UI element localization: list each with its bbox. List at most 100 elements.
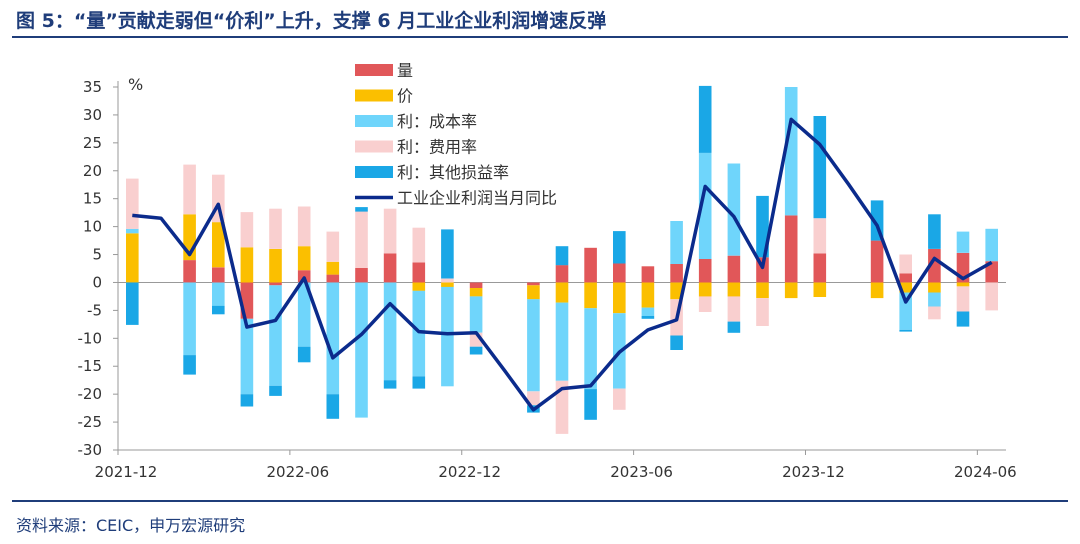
legend-label: 利：其他损益率 xyxy=(397,163,509,182)
bar-segment-price xyxy=(412,282,426,291)
y-tick-label: 25 xyxy=(83,134,102,152)
bar-segment-cost xyxy=(269,285,282,386)
bar-segment-fee xyxy=(297,206,311,247)
bar-segment-cost xyxy=(240,318,254,395)
bar-segment-cost xyxy=(584,308,597,390)
bar-segment-fee xyxy=(756,298,769,326)
bar-segment-price xyxy=(469,288,483,297)
bar-segment-vol xyxy=(555,265,569,283)
bar-segment-price xyxy=(727,282,741,297)
bar-segment-fee xyxy=(240,212,254,248)
legend-label: 价 xyxy=(397,87,413,106)
bar-segment-vol xyxy=(985,261,998,283)
bar-segment-other xyxy=(698,85,712,153)
bar-segment-price xyxy=(613,282,626,314)
bar-segment-vol xyxy=(269,282,282,286)
bar-segment-cost xyxy=(928,292,941,307)
y-axis-unit: % xyxy=(128,75,143,94)
bar-segment-cost xyxy=(412,290,426,377)
chart-area: -30 -25 -20 -15 -10 -5 0 5 10 15 20 25 30 35 % 2021-12 2… xyxy=(78,61,1017,481)
bar-segment-other xyxy=(555,246,569,266)
legend-label: 工业企业利润当月同比 xyxy=(397,189,557,208)
bar-segment-other xyxy=(383,380,397,389)
bar-segment-other xyxy=(441,229,454,279)
bar-segment-cost xyxy=(297,282,311,347)
bar-segment-price xyxy=(641,282,655,308)
bar-segment-price xyxy=(555,282,569,303)
bar-segment-fee xyxy=(412,227,426,263)
bar-segment-fee xyxy=(813,218,827,254)
bar-segment-fee xyxy=(928,306,941,320)
chart-line xyxy=(132,117,993,412)
page-title: 图 5：“量”贡献走弱但“价利”上升，支撑 6 月工业企业利润增速反弹 xyxy=(16,10,607,32)
y-tick-label: 15 xyxy=(83,190,102,208)
bar-segment-cost xyxy=(956,231,970,253)
bar-segment-cost xyxy=(784,87,798,216)
x-tick-label: 2022-12 xyxy=(438,463,501,481)
y-tick-label: -25 xyxy=(78,413,103,431)
bar-segment-cost xyxy=(727,163,741,256)
chart-bars xyxy=(126,85,998,434)
bar-segment-cost xyxy=(670,221,683,264)
bar-segment-other xyxy=(326,394,340,419)
source-note: 资料来源：CEIC，申万宏源研究 xyxy=(16,516,246,535)
bar-segment-vol xyxy=(527,282,540,286)
bar-segment-fee xyxy=(698,296,712,312)
bar-segment-other xyxy=(212,305,225,315)
bar-segment-price xyxy=(928,282,941,293)
y-tick-label: 0 xyxy=(92,273,102,291)
bar-segment-price xyxy=(756,282,769,299)
y-tick-label: -10 xyxy=(78,329,103,347)
bar-segment-vol xyxy=(183,260,196,283)
y-tick-label: 20 xyxy=(83,162,102,180)
bar-segment-fee xyxy=(441,278,454,283)
legend-swatch-other xyxy=(355,166,393,178)
bar-segment-other xyxy=(412,376,426,389)
bar-segment-fee xyxy=(126,178,139,229)
chart-axes: -30 -25 -20 -15 -10 -5 0 5 10 15 20 25 30 35 % 2021-12 2… xyxy=(78,75,1017,481)
bar-segment-vol xyxy=(355,267,368,283)
bar-segment-cost xyxy=(698,152,712,259)
bar-segment-cost xyxy=(555,302,569,381)
bar-segment-other xyxy=(613,231,626,264)
bar-segment-vol xyxy=(698,259,712,283)
bar-segment-cost xyxy=(527,299,540,392)
bar-segment-vol xyxy=(212,267,225,283)
bar-segment-price xyxy=(813,282,827,297)
profit-yoy-line xyxy=(132,117,993,412)
bar-segment-price xyxy=(126,233,139,283)
bar-segment-fee xyxy=(269,208,282,249)
y-tick-label: -20 xyxy=(78,385,103,403)
bar-segment-vol xyxy=(613,263,626,283)
bar-segment-fee xyxy=(183,164,196,215)
legend-swatch-vol xyxy=(355,64,393,76)
bar-segment-vol xyxy=(899,273,912,283)
bar-segment-price xyxy=(870,282,884,299)
legend-swatch-price xyxy=(355,89,393,102)
y-tick-label: 5 xyxy=(92,246,102,264)
bar-segment-price xyxy=(269,249,282,283)
bar-segment-other xyxy=(269,385,282,396)
bar-segment-vol xyxy=(412,262,426,283)
y-tick-label: -30 xyxy=(78,441,103,459)
bar-segment-vol xyxy=(727,255,741,283)
bar-segment-price xyxy=(527,285,540,300)
bar-segment-other xyxy=(240,394,254,407)
bar-segment-cost xyxy=(441,286,454,387)
bar-segment-vol xyxy=(870,240,884,283)
bar-segment-other xyxy=(928,214,941,249)
bar-segment-other xyxy=(183,355,196,375)
bar-segment-price xyxy=(584,282,597,309)
x-tick-label: 2023-06 xyxy=(610,463,673,481)
bar-segment-price xyxy=(240,247,254,283)
bar-segment-price xyxy=(698,282,712,297)
bar-segment-vol xyxy=(784,215,798,283)
bar-segment-cost xyxy=(326,282,340,395)
x-tick-label: 2024-06 xyxy=(954,463,1017,481)
x-tick-label: 2022-06 xyxy=(267,463,330,481)
bar-segment-other xyxy=(756,195,769,258)
bar-segment-other xyxy=(355,207,368,212)
bar-segment-fee xyxy=(727,296,741,322)
bar-segment-cost xyxy=(355,282,368,418)
